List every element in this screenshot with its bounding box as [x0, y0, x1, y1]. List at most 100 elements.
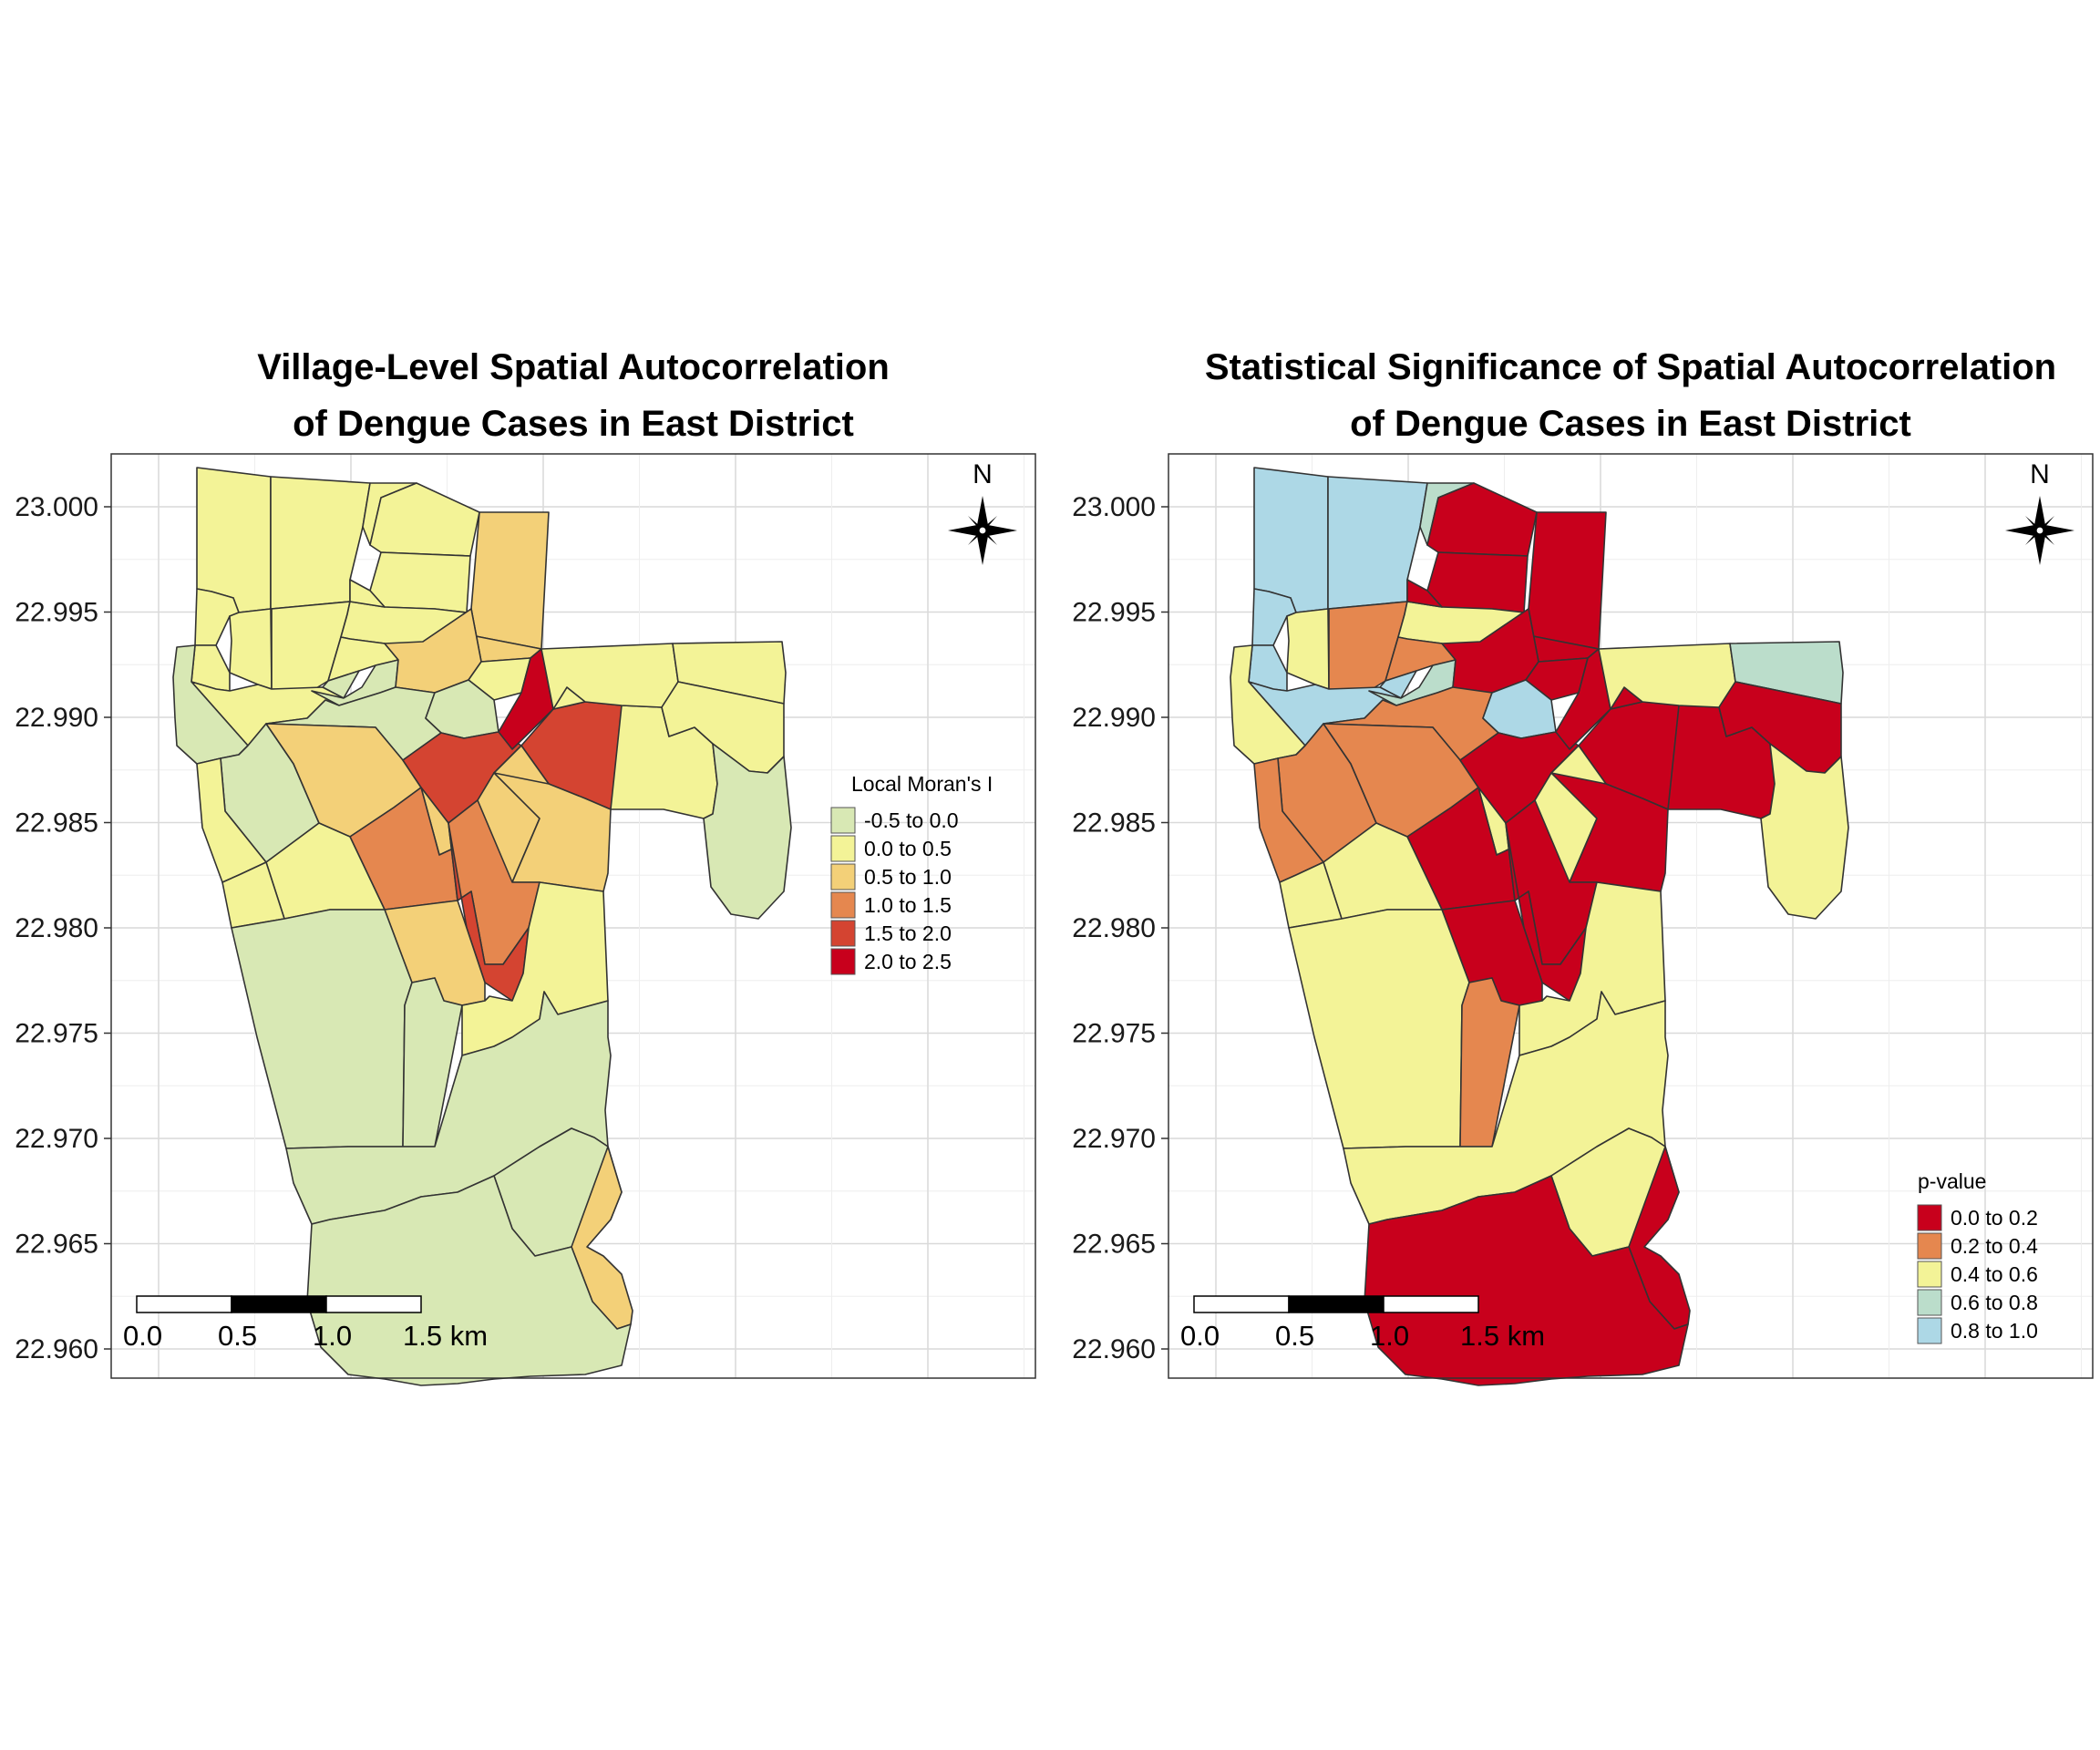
y-tick-label: 22.995 — [15, 598, 98, 628]
legend-label: 0.0 to 0.5 — [864, 837, 952, 860]
village-v33 — [1550, 772, 1669, 892]
north-arrow-spike — [968, 516, 983, 530]
north-arrow-spike — [2025, 530, 2040, 545]
y-tick-label: 22.995 — [1072, 598, 1156, 628]
legend-label: -0.5 to 0.0 — [864, 808, 959, 832]
north-arrow-spike — [2034, 530, 2045, 565]
legend-swatch — [830, 920, 856, 947]
north-arrow-spike — [968, 530, 983, 545]
village-v19 — [1525, 657, 1589, 701]
legend-label: 0.4 to 0.6 — [1951, 1262, 2038, 1286]
legend-label: 2.0 to 2.5 — [864, 950, 952, 973]
legend-label: 0.6 to 0.8 — [1951, 1291, 2038, 1314]
north-arrow-icon — [2005, 496, 2074, 565]
village-v05 — [470, 511, 550, 650]
legend-swatch — [830, 948, 856, 975]
north-arrow-spike — [2040, 525, 2074, 536]
scale-bar-segment — [325, 1295, 422, 1313]
map-title-line1: Statistical Significance of Spatial Auto… — [1205, 347, 2056, 387]
legend-swatch — [830, 891, 856, 919]
north-arrow-icon — [948, 496, 1017, 565]
y-tick-label: 22.985 — [1072, 808, 1156, 839]
legend-swatch — [830, 835, 856, 862]
north-arrow-spike — [2025, 516, 2040, 530]
north-arrow-spike — [2040, 516, 2054, 530]
legend-swatch — [1917, 1289, 1942, 1316]
north-arrow-spike — [2034, 496, 2045, 530]
legend-title: Local Moran's I — [851, 772, 993, 796]
scale-bar-label: 1.0 — [1370, 1320, 1409, 1352]
village-v07 — [1286, 608, 1330, 690]
north-arrow-center — [2035, 526, 2044, 535]
north-arrow-center — [978, 526, 987, 535]
scale-bar-label: 1.0 — [313, 1320, 352, 1352]
y-tick-label: 22.980 — [1072, 913, 1156, 943]
village-v10 — [369, 551, 471, 613]
north-label: N — [973, 459, 993, 489]
scale-bar-segment — [1193, 1295, 1290, 1313]
scale-bar-segment — [1383, 1295, 1479, 1313]
village-v19 — [468, 657, 531, 701]
y-tick-label: 22.960 — [15, 1334, 98, 1364]
legend-label: 0.5 to 1.0 — [864, 865, 952, 889]
y-tick-label: 22.970 — [15, 1124, 98, 1154]
map-frame — [110, 453, 1036, 1379]
legend-swatch — [1917, 1204, 1942, 1231]
legend-swatch — [830, 807, 856, 834]
village-v45 — [1760, 743, 1849, 920]
legend-swatch — [1917, 1261, 1942, 1288]
y-tick-label: 22.975 — [15, 1019, 98, 1049]
legend-label: 0.0 to 0.2 — [1951, 1206, 2038, 1230]
y-tick-label: 22.960 — [1072, 1334, 1156, 1364]
map-title-line2: of Dengue Cases in East District — [1350, 404, 1911, 444]
north-arrow-spike — [977, 496, 988, 530]
scale-bar-label: 0.5 — [218, 1320, 257, 1352]
y-tick-label: 22.990 — [15, 703, 98, 733]
village-v32 — [1279, 861, 1343, 929]
legend-swatch — [830, 863, 856, 890]
y-tick-label: 22.975 — [1072, 1019, 1156, 1049]
village-v07 — [229, 608, 273, 690]
village-v12 — [1406, 579, 1443, 608]
y-tick-label: 23.000 — [1072, 492, 1156, 522]
scale-bar-label: 0.0 — [1180, 1320, 1220, 1352]
y-tick-label: 22.965 — [1072, 1230, 1156, 1260]
legend-label: 0.2 to 0.4 — [1951, 1234, 2038, 1258]
village-v05 — [1528, 511, 1607, 650]
map-title-line1: Village-Level Spatial Autocorrelation — [257, 347, 890, 387]
north-arrow-spike — [2040, 530, 2054, 545]
map-title-line2: of Dengue Cases in East District — [293, 404, 854, 444]
legend-swatch — [1917, 1232, 1942, 1260]
map-panel-moran: Village-Level Spatial Autocorrelation of … — [15, 347, 1036, 1386]
village-v32 — [221, 861, 285, 929]
scale-bar-segment — [136, 1295, 232, 1313]
village-v43 — [1729, 641, 1844, 705]
village-v45 — [703, 743, 792, 920]
y-tick-label: 22.965 — [15, 1230, 98, 1260]
scale-bar-label: 1.5 km — [1460, 1320, 1545, 1352]
y-tick-label: 23.000 — [15, 492, 98, 522]
y-tick-label: 22.990 — [1072, 703, 1156, 733]
north-arrow-spike — [983, 525, 1017, 536]
scale-bar-label: 0.0 — [123, 1320, 162, 1352]
y-tick-label: 22.980 — [15, 913, 98, 943]
legend-label: 1.0 to 1.5 — [864, 893, 952, 917]
legend-label: 0.8 to 1.0 — [1951, 1319, 2038, 1343]
village-v12 — [349, 579, 386, 608]
north-arrow-spike — [977, 530, 988, 565]
scale-bar-label: 1.5 km — [403, 1320, 488, 1352]
scale-bar-segment — [231, 1295, 327, 1313]
north-arrow-spike — [948, 525, 983, 536]
scale-bar-segment — [1288, 1295, 1385, 1313]
north-arrow-spike — [2005, 525, 2040, 536]
north-label: N — [2030, 459, 2050, 489]
north-arrow-spike — [983, 530, 997, 545]
village-v33 — [493, 772, 612, 892]
y-tick-label: 22.970 — [1072, 1124, 1156, 1154]
scale-bar-label: 0.5 — [1275, 1320, 1314, 1352]
legend-swatch — [1917, 1317, 1942, 1344]
legend-title: p-value — [1918, 1169, 1986, 1193]
village-v43 — [672, 641, 787, 705]
y-tick-label: 22.985 — [15, 808, 98, 839]
